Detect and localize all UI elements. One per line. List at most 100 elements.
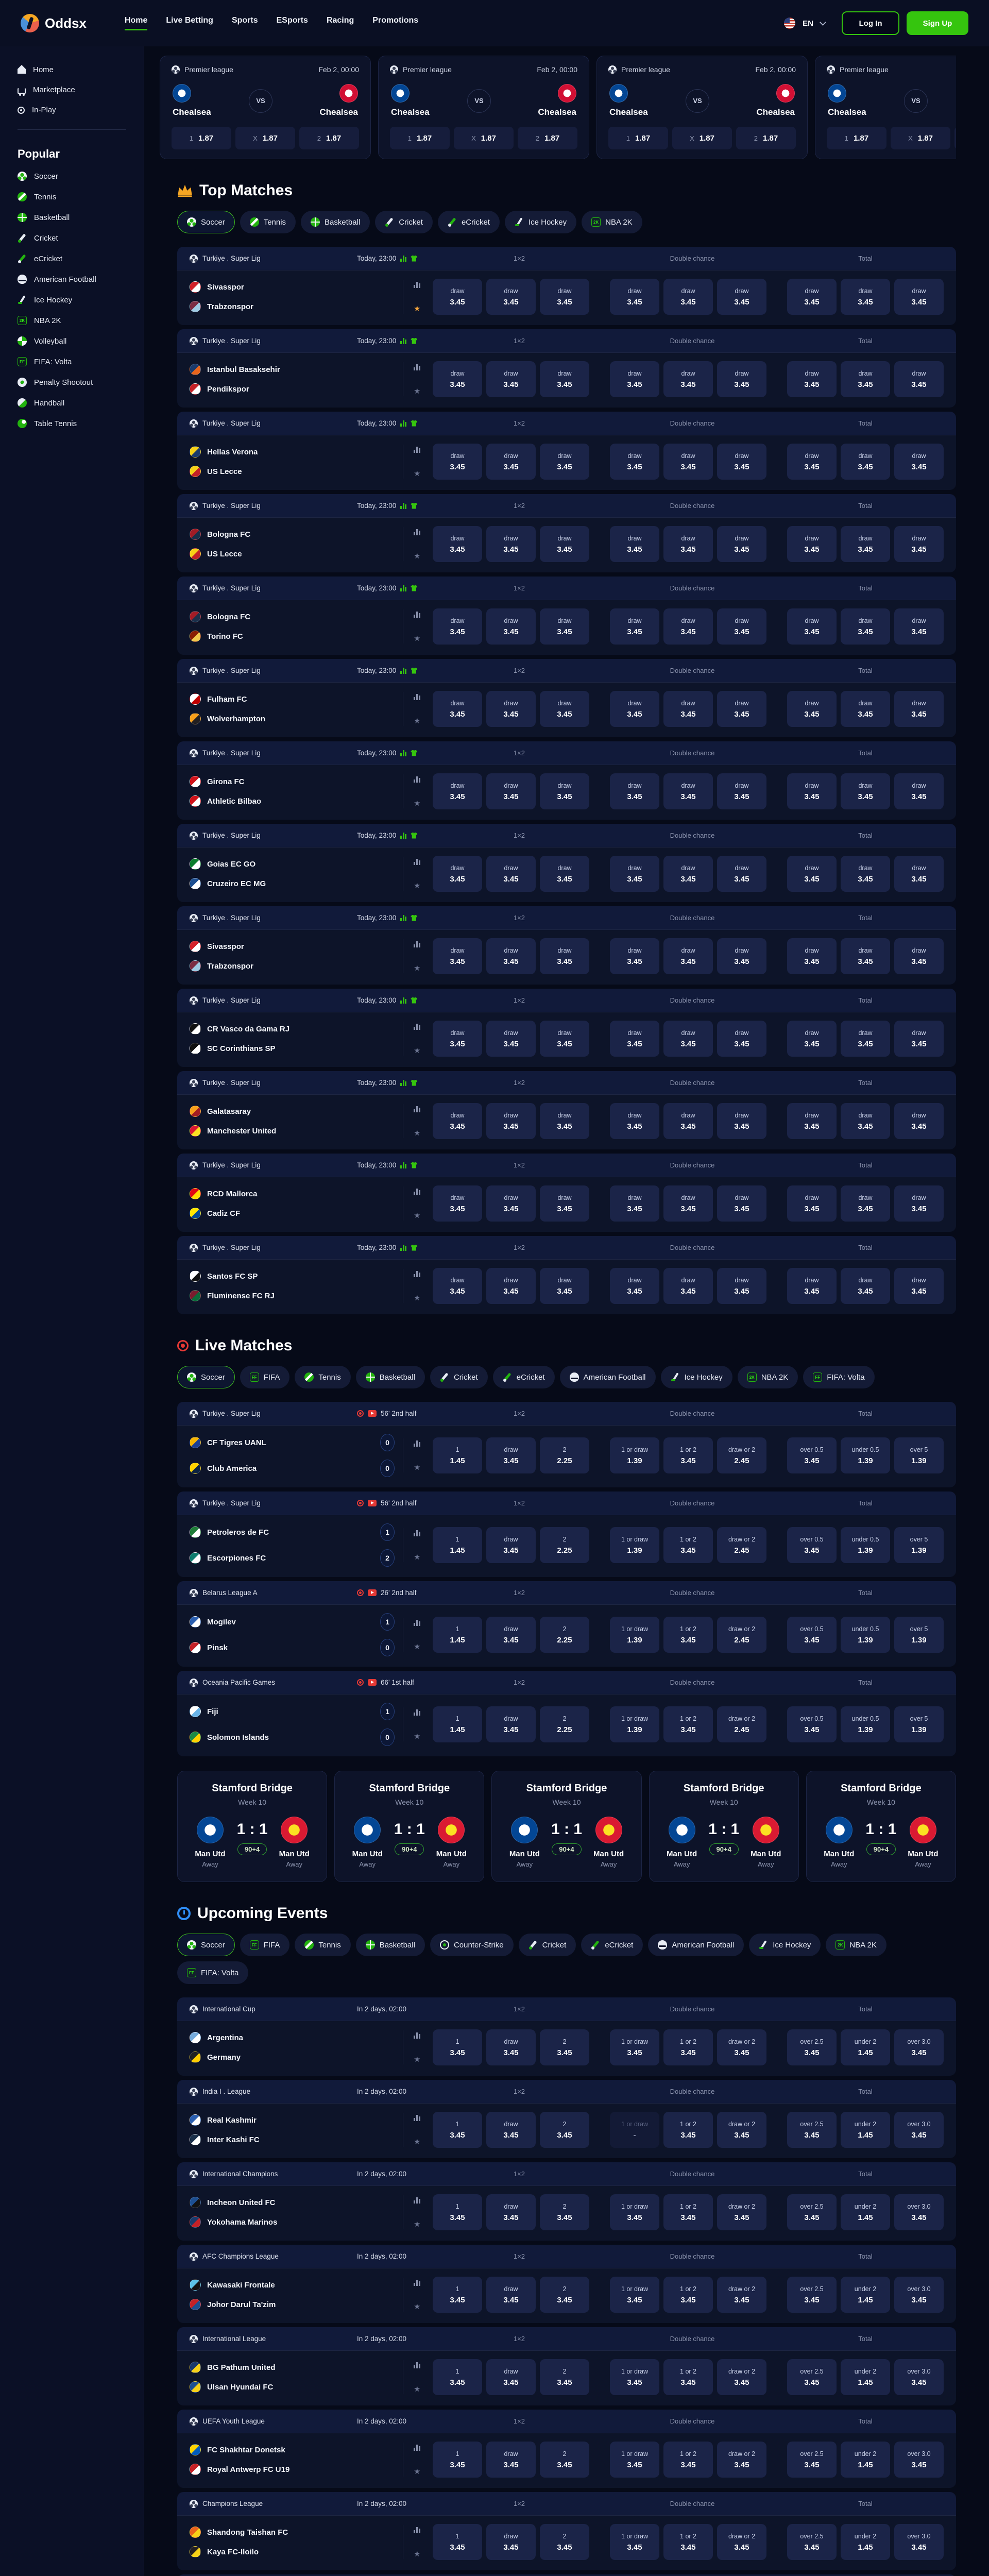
odds-button[interactable]: under 0.5 1.39 — [841, 1617, 890, 1653]
odds-button[interactable]: over 3.0 3.45 — [894, 2277, 944, 2313]
odds-button[interactable]: draw 3.45 — [787, 526, 837, 562]
odds-button[interactable]: 2 3.45 — [540, 2277, 589, 2313]
filter-pill-american-football[interactable]: American Football — [648, 1934, 744, 1956]
odds-button[interactable]: over 5 1.39 — [894, 1527, 944, 1563]
odds-button[interactable]: draw 3.45 — [841, 1268, 890, 1304]
filter-pill-ice-hockey[interactable]: Ice Hockey — [749, 1934, 821, 1956]
odds-button[interactable]: draw 3.45 — [663, 444, 713, 480]
odds-button[interactable]: draw 3.45 — [663, 773, 713, 809]
sidebar-item-basketball[interactable]: Basketball — [0, 207, 144, 228]
odds-button[interactable]: 1 1.87 — [172, 127, 231, 149]
odds-button[interactable]: 1 or draw 3.45 — [610, 2277, 659, 2313]
odds-button[interactable]: 1 1.45 — [433, 1617, 482, 1653]
odds-button[interactable]: draw 3.45 — [841, 1103, 890, 1139]
play-stream-icon[interactable] — [368, 1410, 377, 1417]
odds-button[interactable]: draw 3.45 — [610, 773, 659, 809]
odds-button[interactable]: draw or 2 3.45 — [717, 2524, 766, 2560]
filter-pill-tennis[interactable]: Tennis — [240, 211, 296, 233]
sidebar-item-american-football[interactable]: American Football — [0, 269, 144, 290]
stats-icon[interactable] — [414, 2280, 421, 2286]
odds-button[interactable]: draw 3.45 — [486, 1527, 536, 1563]
odds-button[interactable]: draw 3.45 — [433, 1268, 482, 1304]
odds-button[interactable]: draw 3.45 — [787, 361, 837, 397]
odds-button[interactable]: draw 3.45 — [894, 1103, 944, 1139]
featured-match-card[interactable]: Premier league Feb 2, 00:00 Chealsea VS … — [596, 56, 808, 159]
nav-item-esports[interactable]: ESports — [276, 16, 308, 25]
odds-button[interactable]: draw 3.45 — [486, 2359, 536, 2395]
odds-button[interactable]: draw 3.45 — [663, 279, 713, 315]
odds-button[interactable]: draw 3.45 — [610, 279, 659, 315]
filter-pill-basketball[interactable]: Basketball — [301, 211, 370, 233]
filter-pill-soccer[interactable]: Soccer — [177, 1934, 235, 1956]
stats-icon[interactable] — [414, 282, 421, 288]
odds-button[interactable]: draw 3.45 — [486, 1617, 536, 1653]
odds-button[interactable]: draw 3.45 — [787, 279, 837, 315]
odds-button[interactable]: draw 3.45 — [841, 608, 890, 645]
odds-button[interactable]: 1 3.45 — [433, 2029, 482, 2065]
stats-icon[interactable] — [414, 1271, 421, 1277]
login-button[interactable]: Log In — [842, 11, 899, 35]
odds-button[interactable]: draw or 2 3.45 — [717, 2359, 766, 2395]
stats-icon[interactable] — [414, 1189, 421, 1195]
odds-button[interactable]: draw 3.45 — [663, 938, 713, 974]
score-card[interactable]: Stamford Bridge Week 10 Man Utd Away 1 :… — [334, 1771, 485, 1882]
sidebar-item-tennis[interactable]: Tennis — [0, 187, 144, 207]
odds-button[interactable]: draw 3.45 — [663, 526, 713, 562]
odds-button[interactable]: draw 3.45 — [433, 1021, 482, 1057]
sidebar-item-volleyball[interactable]: Volleyball — [0, 331, 144, 351]
odds-button[interactable]: 1 or draw 1.39 — [610, 1527, 659, 1563]
odds-button[interactable]: over 5 1.39 — [894, 1617, 944, 1653]
nav-item-promotions[interactable]: Promotions — [372, 16, 419, 25]
odds-button[interactable]: draw 3.45 — [540, 1103, 589, 1139]
filter-pill-basketball[interactable]: Basketball — [355, 1366, 425, 1388]
filter-pill-nba-2k[interactable]: NBA 2K — [826, 1934, 886, 1956]
odds-button[interactable]: draw 3.45 — [610, 444, 659, 480]
odds-button[interactable]: draw 3.45 — [540, 1268, 589, 1304]
odds-button[interactable]: 1 or draw 3.45 — [610, 2359, 659, 2395]
filter-pill-fifa[interactable]: FIFA — [240, 1366, 290, 1388]
odds-button[interactable]: draw 3.45 — [894, 1268, 944, 1304]
nav-item-racing[interactable]: Racing — [326, 16, 354, 25]
filter-pill-cricket[interactable]: Cricket — [518, 1934, 576, 1956]
odds-button[interactable]: draw 3.45 — [486, 2112, 536, 2148]
odds-button[interactable]: under 2 1.45 — [841, 2277, 890, 2313]
filter-pill-cricket[interactable]: Cricket — [430, 1366, 488, 1388]
odds-button[interactable]: over 3.0 3.45 — [894, 2524, 944, 2560]
odds-button[interactable]: draw 3.45 — [610, 856, 659, 892]
odds-button[interactable]: over 2.5 3.45 — [787, 2524, 837, 2560]
odds-button[interactable]: 2 2.25 — [540, 1617, 589, 1653]
odds-button[interactable]: draw 3.45 — [717, 1185, 766, 1222]
stats-icon[interactable] — [414, 776, 421, 783]
favorite-star-icon[interactable] — [414, 2056, 420, 2063]
odds-button[interactable]: under 2 1.45 — [841, 2442, 890, 2478]
odds-button[interactable]: draw 3.45 — [894, 1021, 944, 1057]
odds-button[interactable]: draw 3.45 — [663, 1185, 713, 1222]
odds-button[interactable]: draw 3.45 — [894, 938, 944, 974]
odds-button[interactable]: 1 or 2 3.45 — [663, 1706, 713, 1742]
odds-button[interactable]: draw 3.45 — [894, 691, 944, 727]
odds-button[interactable]: draw 3.45 — [841, 1021, 890, 1057]
favorite-star-icon[interactable] — [414, 470, 420, 478]
filter-pill-fifa-volta[interactable]: FIFA: Volta — [177, 1961, 249, 1984]
odds-button[interactable]: 1 or draw 3.45 — [610, 2029, 659, 2065]
odds-button[interactable]: 2 2.25 — [540, 1437, 589, 1473]
featured-match-card[interactable]: Premier league Feb 2, 00:00 Chealsea VS … — [815, 56, 956, 159]
sidebar-item-in-play[interactable]: In-Play — [0, 100, 144, 120]
sidebar-item-ice-hockey[interactable]: Ice Hockey — [0, 290, 144, 310]
brand-logo[interactable]: Oddsx — [21, 14, 87, 32]
odds-button[interactable]: draw 3.45 — [433, 361, 482, 397]
odds-button[interactable]: draw 3.45 — [610, 1268, 659, 1304]
odds-button[interactable]: draw or 2 3.45 — [717, 2112, 766, 2148]
odds-button[interactable]: draw 3.45 — [841, 691, 890, 727]
odds-button[interactable]: draw 3.45 — [787, 1185, 837, 1222]
filter-pill-nba-2k[interactable]: NBA 2K — [582, 211, 642, 233]
odds-button[interactable]: draw 3.45 — [540, 691, 589, 727]
odds-button[interactable]: draw 3.45 — [841, 773, 890, 809]
odds-button[interactable]: draw 3.45 — [540, 938, 589, 974]
favorite-star-icon[interactable] — [414, 2221, 420, 2228]
odds-button[interactable]: draw 3.45 — [433, 526, 482, 562]
odds-button[interactable]: 1 1.45 — [433, 1706, 482, 1742]
odds-button[interactable]: draw 3.45 — [486, 2194, 536, 2230]
odds-button[interactable]: draw or 2 2.45 — [717, 1617, 766, 1653]
sidebar-item-table-tennis[interactable]: Table Tennis — [0, 413, 144, 434]
